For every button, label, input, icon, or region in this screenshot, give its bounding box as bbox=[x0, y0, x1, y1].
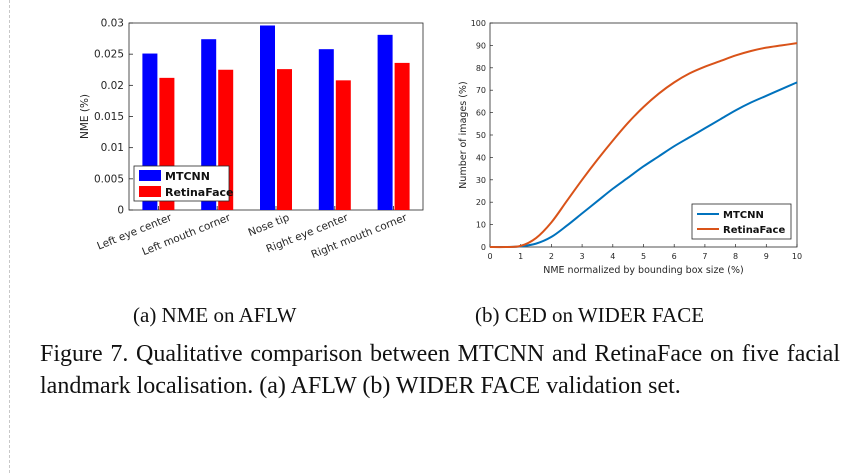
legend-box bbox=[691, 203, 792, 240]
y-tick-label: 0.03 bbox=[101, 18, 124, 30]
legend-label: MTCNN bbox=[723, 210, 764, 221]
x-tick-label: 8 bbox=[733, 252, 738, 261]
ced-line-chart: 0 10 20 30 40 50 60 70 80 90 100 0 1 2 3 4 5 6 7 8 9 10 NME no… bbox=[458, 19, 802, 276]
y-tick-label: 0.02 bbox=[101, 80, 124, 92]
y-tick-label: 20 bbox=[476, 198, 486, 207]
y-tick-label: 100 bbox=[471, 19, 486, 28]
x-tick-label: 10 bbox=[792, 252, 802, 261]
subcaption-a: (a) NME on AFLW bbox=[133, 303, 297, 327]
bar-retinaface bbox=[394, 62, 410, 210]
y-tick-label: 0.025 bbox=[94, 49, 124, 61]
legend: MTCNN RetinaFace bbox=[691, 203, 792, 240]
x-tick-label: 1 bbox=[518, 252, 523, 261]
legend-label: RetinaFace bbox=[723, 225, 785, 236]
x-tick-label: 2 bbox=[549, 252, 554, 261]
y-tick-label: 90 bbox=[476, 41, 486, 50]
x-axis-label: NME normalized by bounding box size (%) bbox=[543, 265, 744, 276]
y-tick-label: 0.015 bbox=[94, 111, 124, 123]
x-tick-label: 7 bbox=[702, 252, 707, 261]
y-tick-label: 60 bbox=[476, 109, 486, 118]
legend-label: MTCNN bbox=[165, 170, 210, 183]
x-tick-label: 4 bbox=[610, 252, 615, 261]
legend-swatch bbox=[139, 170, 161, 181]
bar-mtcnn bbox=[377, 34, 393, 210]
y-axis-label: Number of images (%) bbox=[458, 81, 469, 188]
x-tick-label: 0 bbox=[487, 252, 492, 261]
x-tick-label: 9 bbox=[764, 252, 769, 261]
x-tick-label: 5 bbox=[641, 252, 646, 261]
y-tick-label: 50 bbox=[476, 131, 486, 140]
legend-label: RetinaFace bbox=[165, 186, 234, 199]
subcaption-b: (b) CED on WIDER FACE bbox=[475, 303, 705, 327]
legend-swatch bbox=[139, 186, 161, 197]
y-axis-label: NME (%) bbox=[79, 94, 91, 139]
bar-mtcnn bbox=[318, 49, 334, 211]
y-tick-label: 0.005 bbox=[94, 173, 124, 185]
y-tick-label: 0 bbox=[117, 205, 124, 217]
bar-retinaface bbox=[335, 80, 351, 210]
x-tick-label: 6 bbox=[672, 252, 677, 261]
page-margin-line bbox=[9, 0, 10, 473]
y-tick-label: 70 bbox=[476, 86, 486, 95]
bar-mtcnn bbox=[260, 25, 275, 211]
y-tick-label: 30 bbox=[476, 176, 486, 185]
y-tick-label: 10 bbox=[476, 221, 486, 230]
y-tick-label: 80 bbox=[476, 64, 486, 73]
y-tick-label: 0 bbox=[481, 243, 486, 252]
figure-caption: Figure 7. Qualitative comparison between… bbox=[40, 341, 840, 399]
bar-retinaface bbox=[277, 69, 292, 210]
legend: MTCNN RetinaFace bbox=[133, 165, 234, 202]
y-tick-label: 0.01 bbox=[101, 142, 124, 154]
series-line-retinaface bbox=[489, 42, 798, 249]
series-line-mtcnn bbox=[489, 81, 798, 249]
x-tick-label: 3 bbox=[580, 252, 585, 261]
y-tick-label: 40 bbox=[476, 153, 486, 162]
